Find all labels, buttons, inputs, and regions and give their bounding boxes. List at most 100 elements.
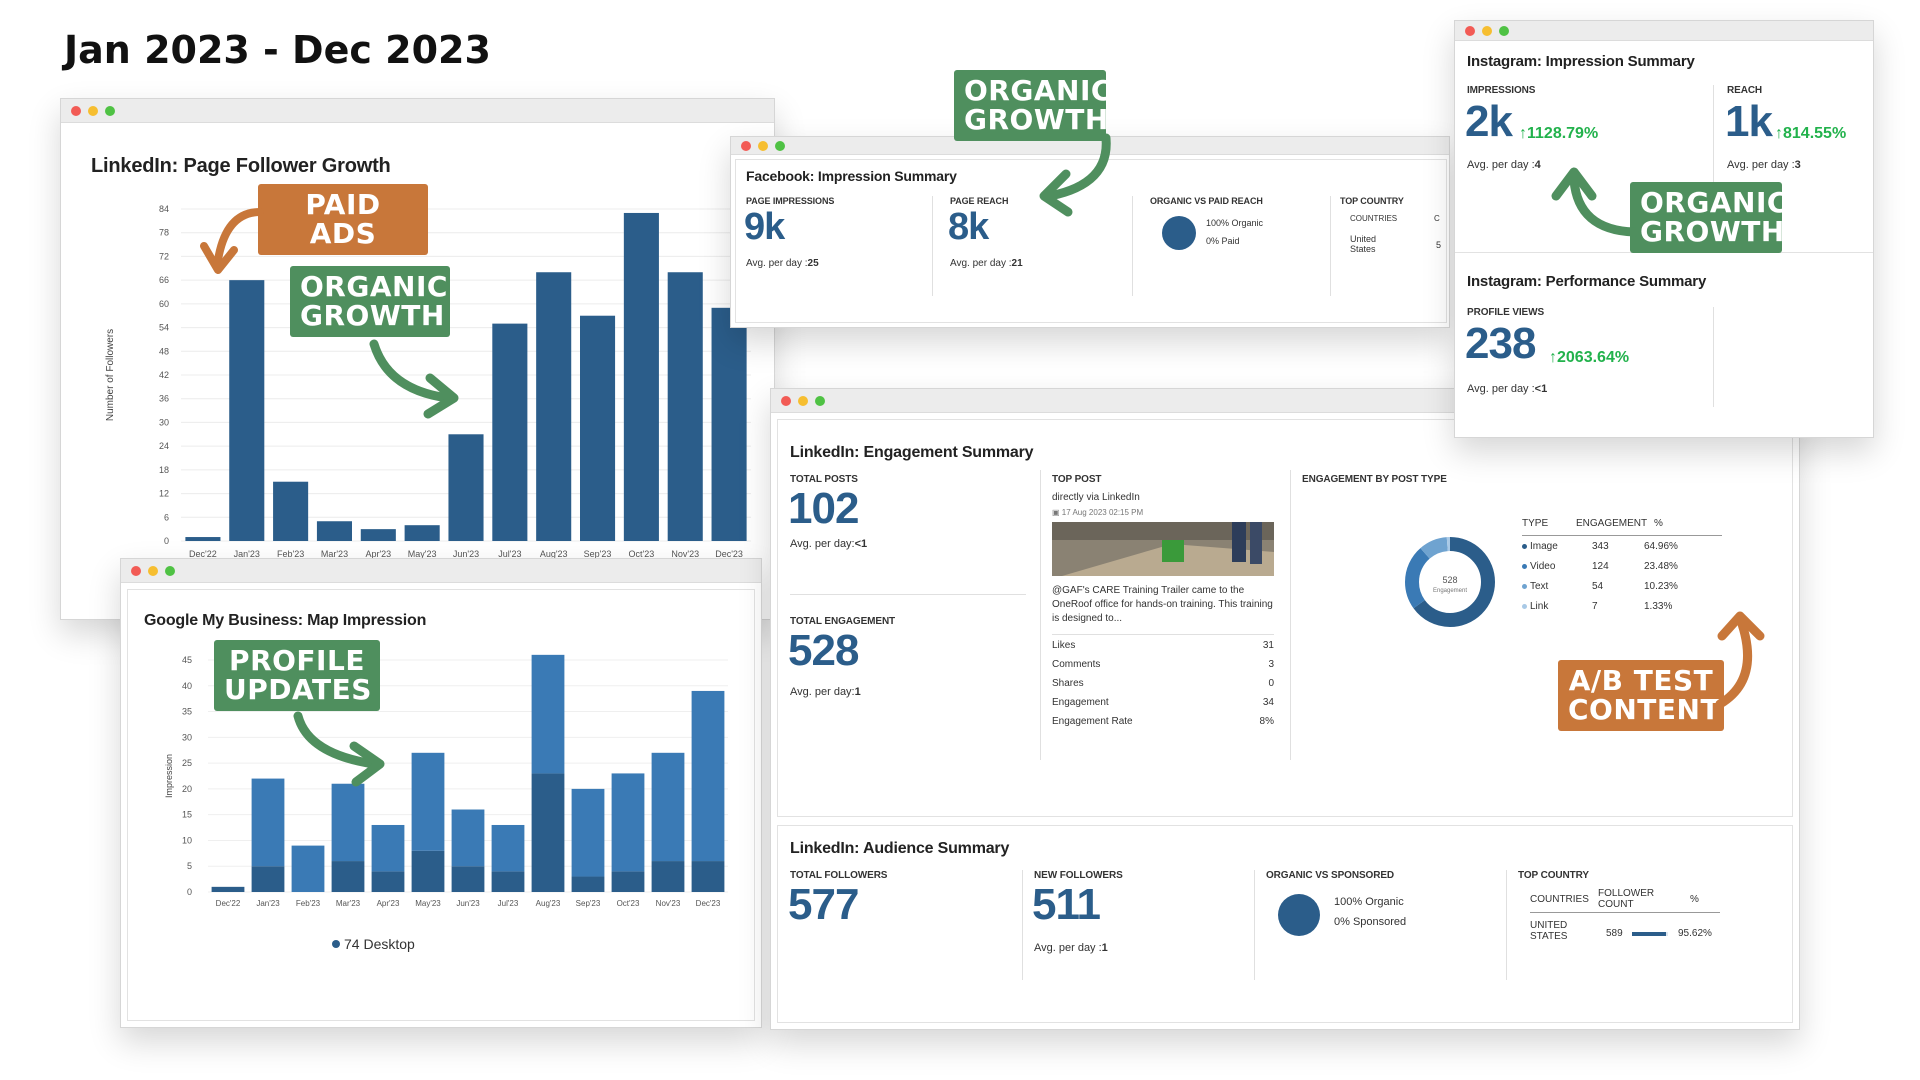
bar-segment[interactable] — [411, 850, 445, 892]
minimize-dot[interactable] — [798, 396, 808, 406]
bar-segment[interactable] — [611, 773, 645, 872]
organic-text: 100% Organic — [1334, 896, 1404, 908]
bar-segment[interactable] — [531, 654, 565, 774]
bar-segment[interactable] — [331, 861, 365, 892]
maximize-dot[interactable] — [775, 141, 785, 151]
country-count: 5 — [1436, 240, 1442, 250]
post-stat-name: Engagement — [1052, 697, 1109, 708]
bar[interactable] — [536, 272, 572, 541]
bar-segment[interactable] — [291, 845, 325, 892]
paid-ads-arrow-icon — [200, 208, 264, 274]
x-tick-label: Mar'23 — [336, 899, 361, 908]
bar[interactable] — [623, 212, 659, 541]
bar-segment[interactable] — [251, 778, 285, 867]
bar-segment[interactable] — [491, 824, 525, 872]
bar[interactable] — [404, 525, 440, 541]
callout-ab-test: A/B TEST CONTENT — [1558, 660, 1724, 731]
bar-segment[interactable] — [691, 861, 725, 892]
minimize-dot[interactable] — [148, 566, 158, 576]
top-post-date: ▣ 17 Aug 2023 02:15 PM — [1052, 508, 1144, 517]
y-tick-label: 48 — [159, 346, 169, 356]
x-tick-label: Jan'23 — [234, 549, 260, 559]
page-impressions-avg: Avg. per day :25 — [746, 258, 819, 269]
close-dot[interactable] — [781, 396, 791, 406]
type-name: Text — [1530, 581, 1549, 592]
x-tick-label: May'23 — [408, 549, 437, 559]
divider — [1052, 634, 1274, 635]
bar[interactable] — [711, 307, 747, 541]
donut-slice[interactable] — [1405, 537, 1495, 627]
bar[interactable] — [273, 481, 309, 541]
maximize-dot[interactable] — [105, 106, 115, 116]
bar-segment[interactable] — [611, 871, 645, 892]
bar-segment[interactable] — [331, 783, 365, 862]
profile-views-value: 238 — [1465, 319, 1536, 368]
bar[interactable] — [360, 529, 396, 541]
bar[interactable] — [229, 280, 265, 541]
bar-segment[interactable] — [371, 871, 405, 892]
bar-segment[interactable] — [251, 866, 285, 892]
bar-segment[interactable] — [571, 788, 605, 877]
bar-segment[interactable] — [531, 773, 565, 892]
y-tick-label: 10 — [182, 835, 192, 845]
bar[interactable] — [492, 323, 528, 541]
bar[interactable] — [185, 537, 221, 541]
bar[interactable] — [667, 272, 703, 541]
bar-segment[interactable] — [651, 861, 685, 892]
total-engagement-avg: Avg. per day:1 — [790, 686, 861, 698]
top-post-image[interactable] — [1052, 522, 1274, 576]
maximize-dot[interactable] — [815, 396, 825, 406]
top-post-label: TOP POST — [1052, 474, 1102, 485]
x-tick-label: Oct'23 — [629, 549, 655, 559]
y-tick-label: 18 — [159, 465, 169, 475]
type-table-header: TYPE ENGAGEMENT% — [1522, 516, 1722, 536]
y-tick-label: 20 — [182, 784, 192, 794]
type-pct: 10.23% — [1644, 581, 1678, 592]
post-stat-value: 31 — [1262, 640, 1274, 651]
calendar-icon: ▣ — [1052, 508, 1062, 517]
total-engagement-value: 528 — [788, 626, 859, 675]
minimize-dot[interactable] — [88, 106, 98, 116]
bar-segment[interactable] — [371, 824, 405, 872]
donut-slice[interactable] — [1405, 537, 1495, 627]
maximize-dot[interactable] — [1499, 26, 1509, 36]
bar[interactable] — [448, 434, 484, 541]
bar-segment[interactable] — [491, 871, 525, 892]
x-tick-label: Feb'23 — [296, 899, 321, 908]
close-dot[interactable] — [71, 106, 81, 116]
bar-segment[interactable] — [651, 752, 685, 862]
close-dot[interactable] — [1465, 26, 1475, 36]
facebook-panel: Facebook: Impression Summary PAGE IMPRES… — [735, 159, 1447, 323]
close-dot[interactable] — [131, 566, 141, 576]
x-tick-label: Oct'23 — [617, 899, 640, 908]
x-tick-label: Jun'23 — [453, 549, 479, 559]
linkedin-follower-title: LinkedIn: Page Follower Growth — [91, 155, 391, 177]
bar-segment[interactable] — [571, 876, 605, 892]
bar-segment[interactable] — [451, 866, 485, 892]
bar[interactable] — [316, 521, 352, 541]
bar-segment[interactable] — [691, 690, 725, 862]
bar-segment[interactable] — [411, 752, 445, 851]
bar-segment[interactable] — [211, 886, 245, 892]
x-tick-label: Sep'23 — [584, 549, 612, 559]
date-range-title: Jan 2023 - Dec 2023 — [64, 28, 491, 72]
post-stat-value: 8% — [1259, 716, 1274, 727]
maximize-dot[interactable] — [165, 566, 175, 576]
donut-center-label: Engagement — [1433, 588, 1467, 594]
y-tick-label: 36 — [159, 394, 169, 404]
type-pct: 1.33% — [1644, 601, 1673, 612]
countries-col: COUNTRIES — [1530, 894, 1589, 905]
bar-segment[interactable] — [451, 809, 485, 867]
engagement-donut-chart: 528 Engagement — [1405, 537, 1495, 627]
post-stat-row: Engagement 34 — [1052, 697, 1274, 716]
organic-pie — [1162, 216, 1196, 250]
new-followers-value: 511 — [1032, 880, 1101, 929]
minimize-dot[interactable] — [1482, 26, 1492, 36]
bar[interactable] — [580, 315, 616, 541]
minimize-dot[interactable] — [758, 141, 768, 151]
y-tick-label: 6 — [164, 512, 169, 522]
y-tick-label: 5 — [187, 861, 192, 871]
close-dot[interactable] — [741, 141, 751, 151]
profile-views-label: PROFILE VIEWS — [1467, 307, 1545, 318]
linkedin-engagement-window: LinkedIn: Engagement Summary TOTAL POSTS… — [770, 388, 1800, 1030]
